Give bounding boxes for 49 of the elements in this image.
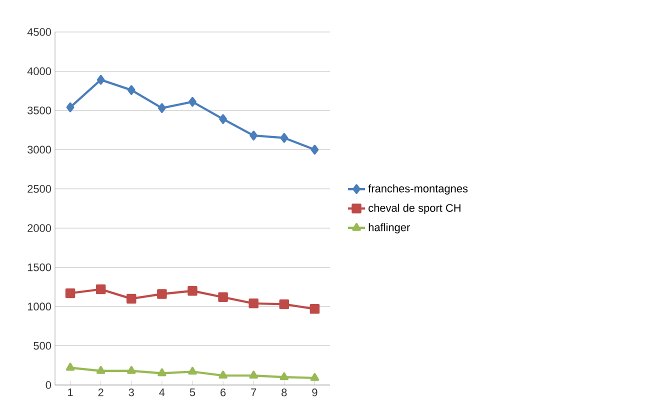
y-tick-label: 2500 — [28, 185, 52, 193]
x-tick-label: 3 — [128, 388, 134, 396]
x-tick-label: 2 — [98, 388, 104, 396]
point — [126, 294, 136, 304]
legend-label: franches-montagnes — [368, 184, 468, 195]
point — [66, 102, 74, 112]
y-tick-label: 3000 — [28, 146, 52, 154]
y-tick-label: 1000 — [28, 302, 52, 310]
y-tick-label: 4500 — [27, 28, 52, 36]
point — [249, 370, 258, 379]
point — [280, 133, 288, 143]
x-tick-label: 4 — [159, 388, 165, 396]
point — [158, 103, 166, 113]
point — [188, 366, 197, 375]
y-tick-label: 4000 — [27, 67, 52, 76]
point — [218, 292, 228, 302]
point — [280, 372, 289, 380]
y-tick-label: 0 — [46, 381, 52, 389]
x-tick-label: 6 — [220, 388, 226, 396]
point — [310, 373, 320, 381]
point — [96, 284, 106, 294]
point — [127, 366, 136, 374]
point — [310, 304, 320, 314]
point — [127, 85, 136, 95]
point — [96, 366, 106, 374]
y-tick-label: 1500 — [28, 263, 52, 272]
point — [96, 74, 105, 85]
x-tick-label: 5 — [190, 388, 196, 396]
point — [279, 299, 290, 310]
point — [158, 368, 166, 376]
legend-label: cheval de sport CH — [368, 204, 460, 214]
point — [188, 286, 198, 296]
point — [310, 144, 319, 155]
x-tick-label: 7 — [251, 388, 256, 396]
y-tick-label: 500 — [34, 342, 52, 350]
x-tick-label: 1 — [68, 388, 73, 396]
point — [219, 114, 227, 124]
y-tick-label: 2000 — [28, 224, 52, 232]
point — [65, 288, 76, 298]
point — [157, 289, 167, 299]
x-tick-label: 8 — [282, 388, 287, 396]
point — [188, 96, 196, 107]
y-tick-label: 3500 — [28, 106, 52, 114]
point — [66, 362, 75, 371]
x-tick-label: 9 — [312, 388, 318, 396]
point — [218, 370, 228, 379]
point — [248, 298, 258, 308]
legend-label: haflinger — [368, 223, 410, 234]
point — [250, 130, 258, 140]
